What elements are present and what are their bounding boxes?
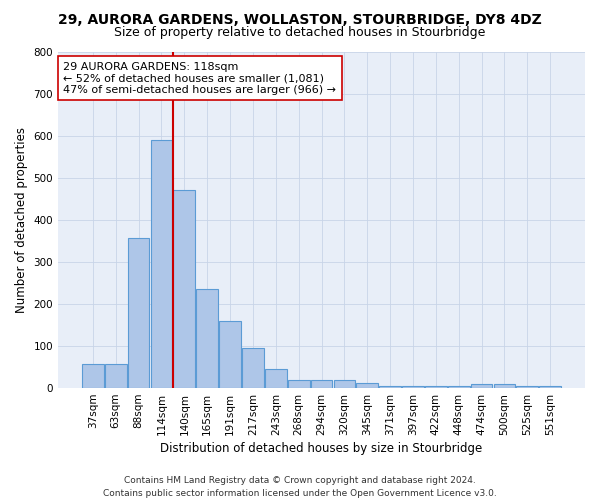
Text: Contains HM Land Registry data © Crown copyright and database right 2024.
Contai: Contains HM Land Registry data © Crown c… <box>103 476 497 498</box>
Bar <box>265 368 287 388</box>
Bar <box>425 386 447 388</box>
X-axis label: Distribution of detached houses by size in Stourbridge: Distribution of detached houses by size … <box>160 442 482 455</box>
Bar <box>219 321 241 388</box>
Bar <box>517 386 538 388</box>
Text: 29, AURORA GARDENS, WOLLASTON, STOURBRIDGE, DY8 4DZ: 29, AURORA GARDENS, WOLLASTON, STOURBRID… <box>58 12 542 26</box>
Bar <box>448 386 470 388</box>
Text: 29 AURORA GARDENS: 118sqm
← 52% of detached houses are smaller (1,081)
47% of se: 29 AURORA GARDENS: 118sqm ← 52% of detac… <box>64 62 337 95</box>
Y-axis label: Number of detached properties: Number of detached properties <box>15 127 28 313</box>
Bar <box>311 380 332 388</box>
Bar <box>128 238 149 388</box>
Bar <box>151 140 172 388</box>
Bar <box>471 384 493 388</box>
Bar <box>402 386 424 388</box>
Bar <box>242 348 264 388</box>
Bar <box>356 382 378 388</box>
Bar <box>82 364 104 388</box>
Bar <box>288 380 310 388</box>
Bar <box>173 190 195 388</box>
Bar <box>539 386 561 388</box>
Bar <box>494 384 515 388</box>
Bar <box>379 386 401 388</box>
Text: Size of property relative to detached houses in Stourbridge: Size of property relative to detached ho… <box>115 26 485 39</box>
Bar <box>196 289 218 388</box>
Bar <box>334 380 355 388</box>
Bar <box>105 364 127 388</box>
